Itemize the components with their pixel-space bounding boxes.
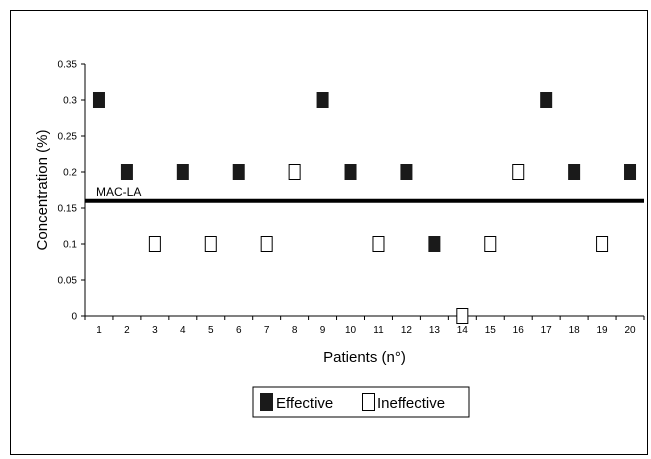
y-tick-label: 0.1 [63,240,77,251]
x-tick-label: 16 [513,325,525,336]
y-tick-label: 0.15 [58,204,78,215]
effective-point [345,164,357,180]
effective-point [568,164,580,180]
x-tick-label: 20 [624,325,636,336]
ineffective-point [513,165,524,180]
x-tick-label: 3 [152,325,158,336]
y-tick-label: 0.3 [63,96,77,107]
x-tick-label: 4 [180,325,186,336]
effective-point [540,92,552,108]
reference-line-group: MAC-LA [85,185,644,201]
y-axis: 0 0.05 0.1 0.15 0.2 0.25 0.3 0.35 [58,60,85,323]
legend: Effective Ineffective [253,387,469,417]
effective-point [624,164,636,180]
x-tick-label: 15 [485,325,497,336]
x-axis: 1 2 3 4 5 6 7 8 9 10 11 12 13 14 15 16 17 18 19 20 [85,316,644,336]
effective-point [93,92,105,108]
ineffective-point [597,237,608,252]
x-tick-label: 2 [124,325,130,336]
y-axis-title: Concentration (%) [34,130,51,251]
legend-label-effective: Effective [276,395,333,412]
ineffective-point [261,237,272,252]
y-tick-label: 0.25 [58,132,78,143]
ineffective-point [457,309,468,324]
x-tick-label: 19 [597,325,609,336]
x-tick-label: 5 [208,325,214,336]
legend-marker-ineffective [363,394,375,411]
x-tick-label: 1 [96,325,102,336]
effective-point [400,164,412,180]
x-tick-label: 17 [541,325,553,336]
effective-point [177,164,189,180]
ineffective-point [289,165,300,180]
x-axis-title: Patients (n°) [323,349,406,366]
ineffective-point [205,237,216,252]
ineffective-point [373,237,384,252]
data-points [93,92,636,324]
effective-point [317,92,329,108]
y-tick-label: 0.05 [58,276,78,287]
effective-point [233,164,245,180]
y-tick-label: 0.2 [63,168,77,179]
x-tick-label: 14 [457,325,469,336]
legend-label-ineffective: Ineffective [377,395,445,412]
x-tick-label: 13 [429,325,441,336]
x-tick-label: 7 [264,325,270,336]
legend-marker-effective [260,393,273,411]
x-tick-label: 8 [292,325,298,336]
x-tick-label: 12 [401,325,413,336]
y-tick-label: 0.35 [58,60,78,71]
x-tick-label: 9 [320,325,326,336]
y-tick-label: 0 [71,312,77,323]
x-tick-label: 10 [345,325,357,336]
x-tick-label: 11 [373,325,384,336]
effective-point [428,236,440,252]
x-tick-label: 6 [236,325,242,336]
ineffective-point [149,237,160,252]
x-tick-label: 18 [569,325,581,336]
reference-line-label: MAC-LA [96,185,141,199]
ineffective-point [485,237,496,252]
effective-point [121,164,133,180]
